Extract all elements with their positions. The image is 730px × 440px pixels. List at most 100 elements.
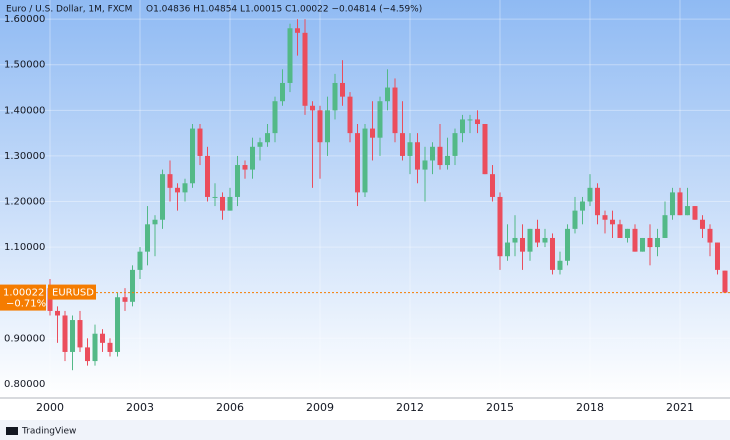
symbol-tag xyxy=(48,284,96,300)
price-tag xyxy=(0,284,46,311)
ohlc-values: O1.04836 H1.04854 L1.00015 C1.00022 −0.0… xyxy=(146,5,422,15)
candle-body xyxy=(145,224,151,252)
candle-body xyxy=(497,196,503,257)
candle-body xyxy=(85,347,91,362)
candle-body xyxy=(714,242,720,270)
x-tick-label: 2009 xyxy=(306,401,334,414)
candle-body xyxy=(594,187,600,216)
candle-body xyxy=(489,174,495,197)
candle-body xyxy=(167,174,173,188)
candle-body xyxy=(669,192,675,216)
candle-body xyxy=(617,224,623,238)
candle-body xyxy=(70,320,76,352)
candle-body xyxy=(369,128,375,138)
candle-body xyxy=(362,128,368,193)
candle-body xyxy=(384,87,390,102)
candle-body xyxy=(160,174,166,220)
candle-body xyxy=(609,219,615,225)
candle-body xyxy=(55,310,61,316)
candle-body xyxy=(692,206,698,220)
y-tick-label: 1.60000 xyxy=(4,14,45,25)
candle-body xyxy=(347,96,353,134)
candle-body xyxy=(722,270,728,293)
candle-body xyxy=(624,228,630,238)
candle-body xyxy=(647,237,653,248)
y-tick-label: 1.30000 xyxy=(4,151,45,162)
candle-body xyxy=(317,110,323,143)
candle-body xyxy=(467,119,473,121)
x-tick-label: 2018 xyxy=(576,401,604,414)
candle-body xyxy=(587,187,593,202)
candle-body xyxy=(654,237,660,248)
candle-body xyxy=(250,146,256,170)
candle-body xyxy=(444,155,450,166)
candle-body xyxy=(504,242,510,257)
candle-body xyxy=(272,101,278,134)
candle-body xyxy=(130,269,136,302)
x-tick-label: 2006 xyxy=(216,401,244,414)
candle-body xyxy=(257,142,263,147)
candle-body xyxy=(602,215,608,220)
candle-body xyxy=(190,128,196,184)
y-tick-label: 1.40000 xyxy=(4,105,45,116)
candle-body xyxy=(632,228,638,252)
candle-body xyxy=(459,119,465,134)
candle-body xyxy=(407,142,413,156)
y-tick-label: 0.90000 xyxy=(4,333,45,344)
candle-body xyxy=(175,187,181,193)
x-tick-label: 2021 xyxy=(666,401,694,414)
candle-body xyxy=(355,133,361,193)
candle-body xyxy=(677,192,683,216)
candle-body xyxy=(242,165,248,170)
candle-body xyxy=(62,315,68,352)
candle-body xyxy=(542,237,548,243)
y-tick-label: 1.10000 xyxy=(4,242,45,253)
candle-body xyxy=(527,228,533,252)
footer xyxy=(0,420,730,440)
candle-body xyxy=(325,110,331,143)
candle-body xyxy=(452,133,458,156)
candle-body xyxy=(137,251,143,270)
candle-body xyxy=(429,146,435,161)
candle-body xyxy=(579,201,585,211)
candle-body xyxy=(534,228,540,243)
candle-body xyxy=(377,101,383,138)
y-tick-label: 1.50000 xyxy=(4,60,45,71)
candle-body xyxy=(302,32,308,106)
price-tag-change: −0.71% xyxy=(6,299,46,310)
candle-body xyxy=(662,215,668,238)
candle-body xyxy=(414,142,420,170)
brand: TradingView xyxy=(21,427,76,437)
symbol-tag-label: EURUSD xyxy=(52,288,94,299)
plot-background xyxy=(0,0,730,398)
candle-body xyxy=(227,196,233,211)
candle-body xyxy=(100,333,106,343)
candle-body xyxy=(482,124,488,175)
chart-title: Euro / U.S. Dollar, 1M, FXCM xyxy=(6,5,132,15)
candle-body xyxy=(564,228,570,261)
y-tick-label: 0.80000 xyxy=(4,379,45,390)
candle-body xyxy=(235,165,241,197)
y-tick-label: 1.20000 xyxy=(4,197,45,208)
x-tick-label: 2012 xyxy=(396,401,424,414)
candle-body xyxy=(422,160,428,170)
candle-body xyxy=(280,82,286,102)
x-tick-label: 2000 xyxy=(36,401,64,414)
candle-body xyxy=(122,297,128,302)
price-tag-value: 1.00022 xyxy=(3,288,44,299)
candle-body xyxy=(92,333,98,362)
candle-body xyxy=(699,219,705,229)
candle-body xyxy=(639,237,645,252)
candle-body xyxy=(684,206,690,216)
candle-body xyxy=(557,260,563,270)
candle-body xyxy=(474,119,480,125)
candle-body xyxy=(707,228,713,243)
candle-body xyxy=(197,128,203,156)
candle-body xyxy=(549,237,555,270)
candle-body xyxy=(77,320,83,348)
candle-body xyxy=(572,210,578,229)
candle-body xyxy=(205,155,211,197)
candle-body xyxy=(399,133,405,156)
candle-body xyxy=(340,82,346,97)
